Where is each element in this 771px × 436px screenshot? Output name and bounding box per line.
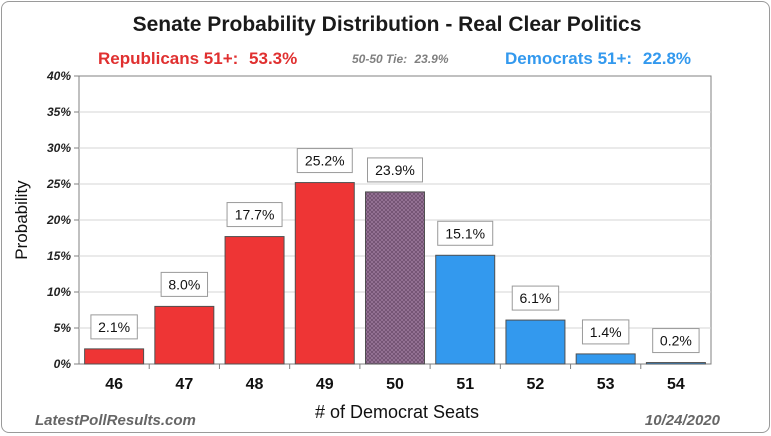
footer-date: 10/24/2020: [645, 412, 721, 429]
x-tick-label: 53: [597, 376, 615, 393]
chart-title: Senate Probability Distribution - Real C…: [133, 13, 642, 36]
republicans-value: 53.3%: [249, 49, 297, 68]
x-tick-label: 48: [246, 376, 264, 393]
x-tick-label: 47: [175, 376, 193, 393]
y-tick-label: 25%: [46, 177, 71, 191]
bar-53: [575, 353, 636, 365]
data-label: 0.2%: [660, 333, 692, 349]
democrats-value: 22.8%: [643, 49, 691, 68]
data-label-box: [226, 202, 283, 228]
bar-51: [435, 254, 496, 365]
tie-value: 23.9%: [414, 52, 449, 66]
x-tick-label: 52: [527, 376, 545, 393]
y-tick-label: 0%: [54, 357, 72, 371]
data-label: 6.1%: [519, 290, 551, 306]
data-label: 15.1%: [445, 225, 485, 241]
x-tick-label: 54: [667, 376, 685, 393]
x-tick-label: 46: [105, 376, 123, 393]
data-label-box: [511, 285, 560, 311]
data-label: 23.9%: [375, 162, 415, 178]
x-tick-label: 49: [316, 376, 334, 393]
y-axis-label: Probability: [12, 180, 31, 260]
x-axis-ticks: 46 47 48 49 50 51 52 53 54: [105, 364, 685, 393]
x-tick-label: 50: [386, 376, 404, 393]
chart-subtitle: Republicans 51+: 53.3% 50-50 Tie: 23.9% …: [98, 49, 691, 68]
data-label: 2.1%: [98, 319, 130, 335]
y-tick-label: 40%: [46, 69, 71, 83]
data-label-box: [437, 220, 494, 246]
data-label-box: [652, 328, 700, 354]
footer-source: LatestPollResults.com: [35, 412, 196, 429]
bars: [84, 182, 706, 365]
bar-48: [224, 236, 285, 365]
data-labels: 2.1% 8.0% 17.7% 25.2% 23.9% 15.1% 6.1% 1.4% 0.2%: [90, 148, 700, 354]
democrats-summary: Democrats 51+: 22.8%: [505, 49, 691, 68]
data-label-box: [296, 148, 353, 174]
data-label: 8.0%: [168, 276, 200, 292]
data-label: 17.7%: [235, 207, 275, 223]
bar-54: [645, 362, 706, 365]
data-label: 25.2%: [305, 153, 345, 169]
y-tick-label: 35%: [47, 105, 71, 119]
data-label-box: [160, 271, 209, 297]
bar-50: [365, 191, 425, 365]
x-axis-label: # of Democrat Seats: [315, 402, 479, 422]
data-label-box: [90, 314, 138, 340]
bar-52: [505, 319, 566, 365]
bar-47: [154, 305, 215, 365]
data-label-box: [367, 157, 423, 183]
y-tick-label: 30%: [47, 141, 71, 155]
republicans-summary: Republicans 51+: 53.3%: [98, 49, 297, 68]
y-tick-label: 10%: [47, 285, 71, 299]
bar-49: [294, 182, 355, 365]
x-tick-label: 51: [456, 376, 474, 393]
y-axis-ticks: 0% 5% 10% 15% 20% 25% 30% 35% 40%: [46, 69, 79, 371]
y-tick-label: 15%: [47, 249, 71, 263]
data-label-box: [581, 319, 630, 345]
y-tick-label: 20%: [46, 213, 71, 227]
bar-46: [84, 348, 145, 365]
data-label: 1.4%: [590, 324, 622, 340]
tie-label: 50-50 Tie:: [352, 52, 407, 66]
tie-summary: 50-50 Tie: 23.9%: [352, 52, 449, 66]
republicans-label: Republicans 51+:: [98, 49, 238, 68]
y-tick-label: 5%: [54, 321, 72, 335]
democrats-label: Democrats 51+:: [505, 49, 632, 68]
